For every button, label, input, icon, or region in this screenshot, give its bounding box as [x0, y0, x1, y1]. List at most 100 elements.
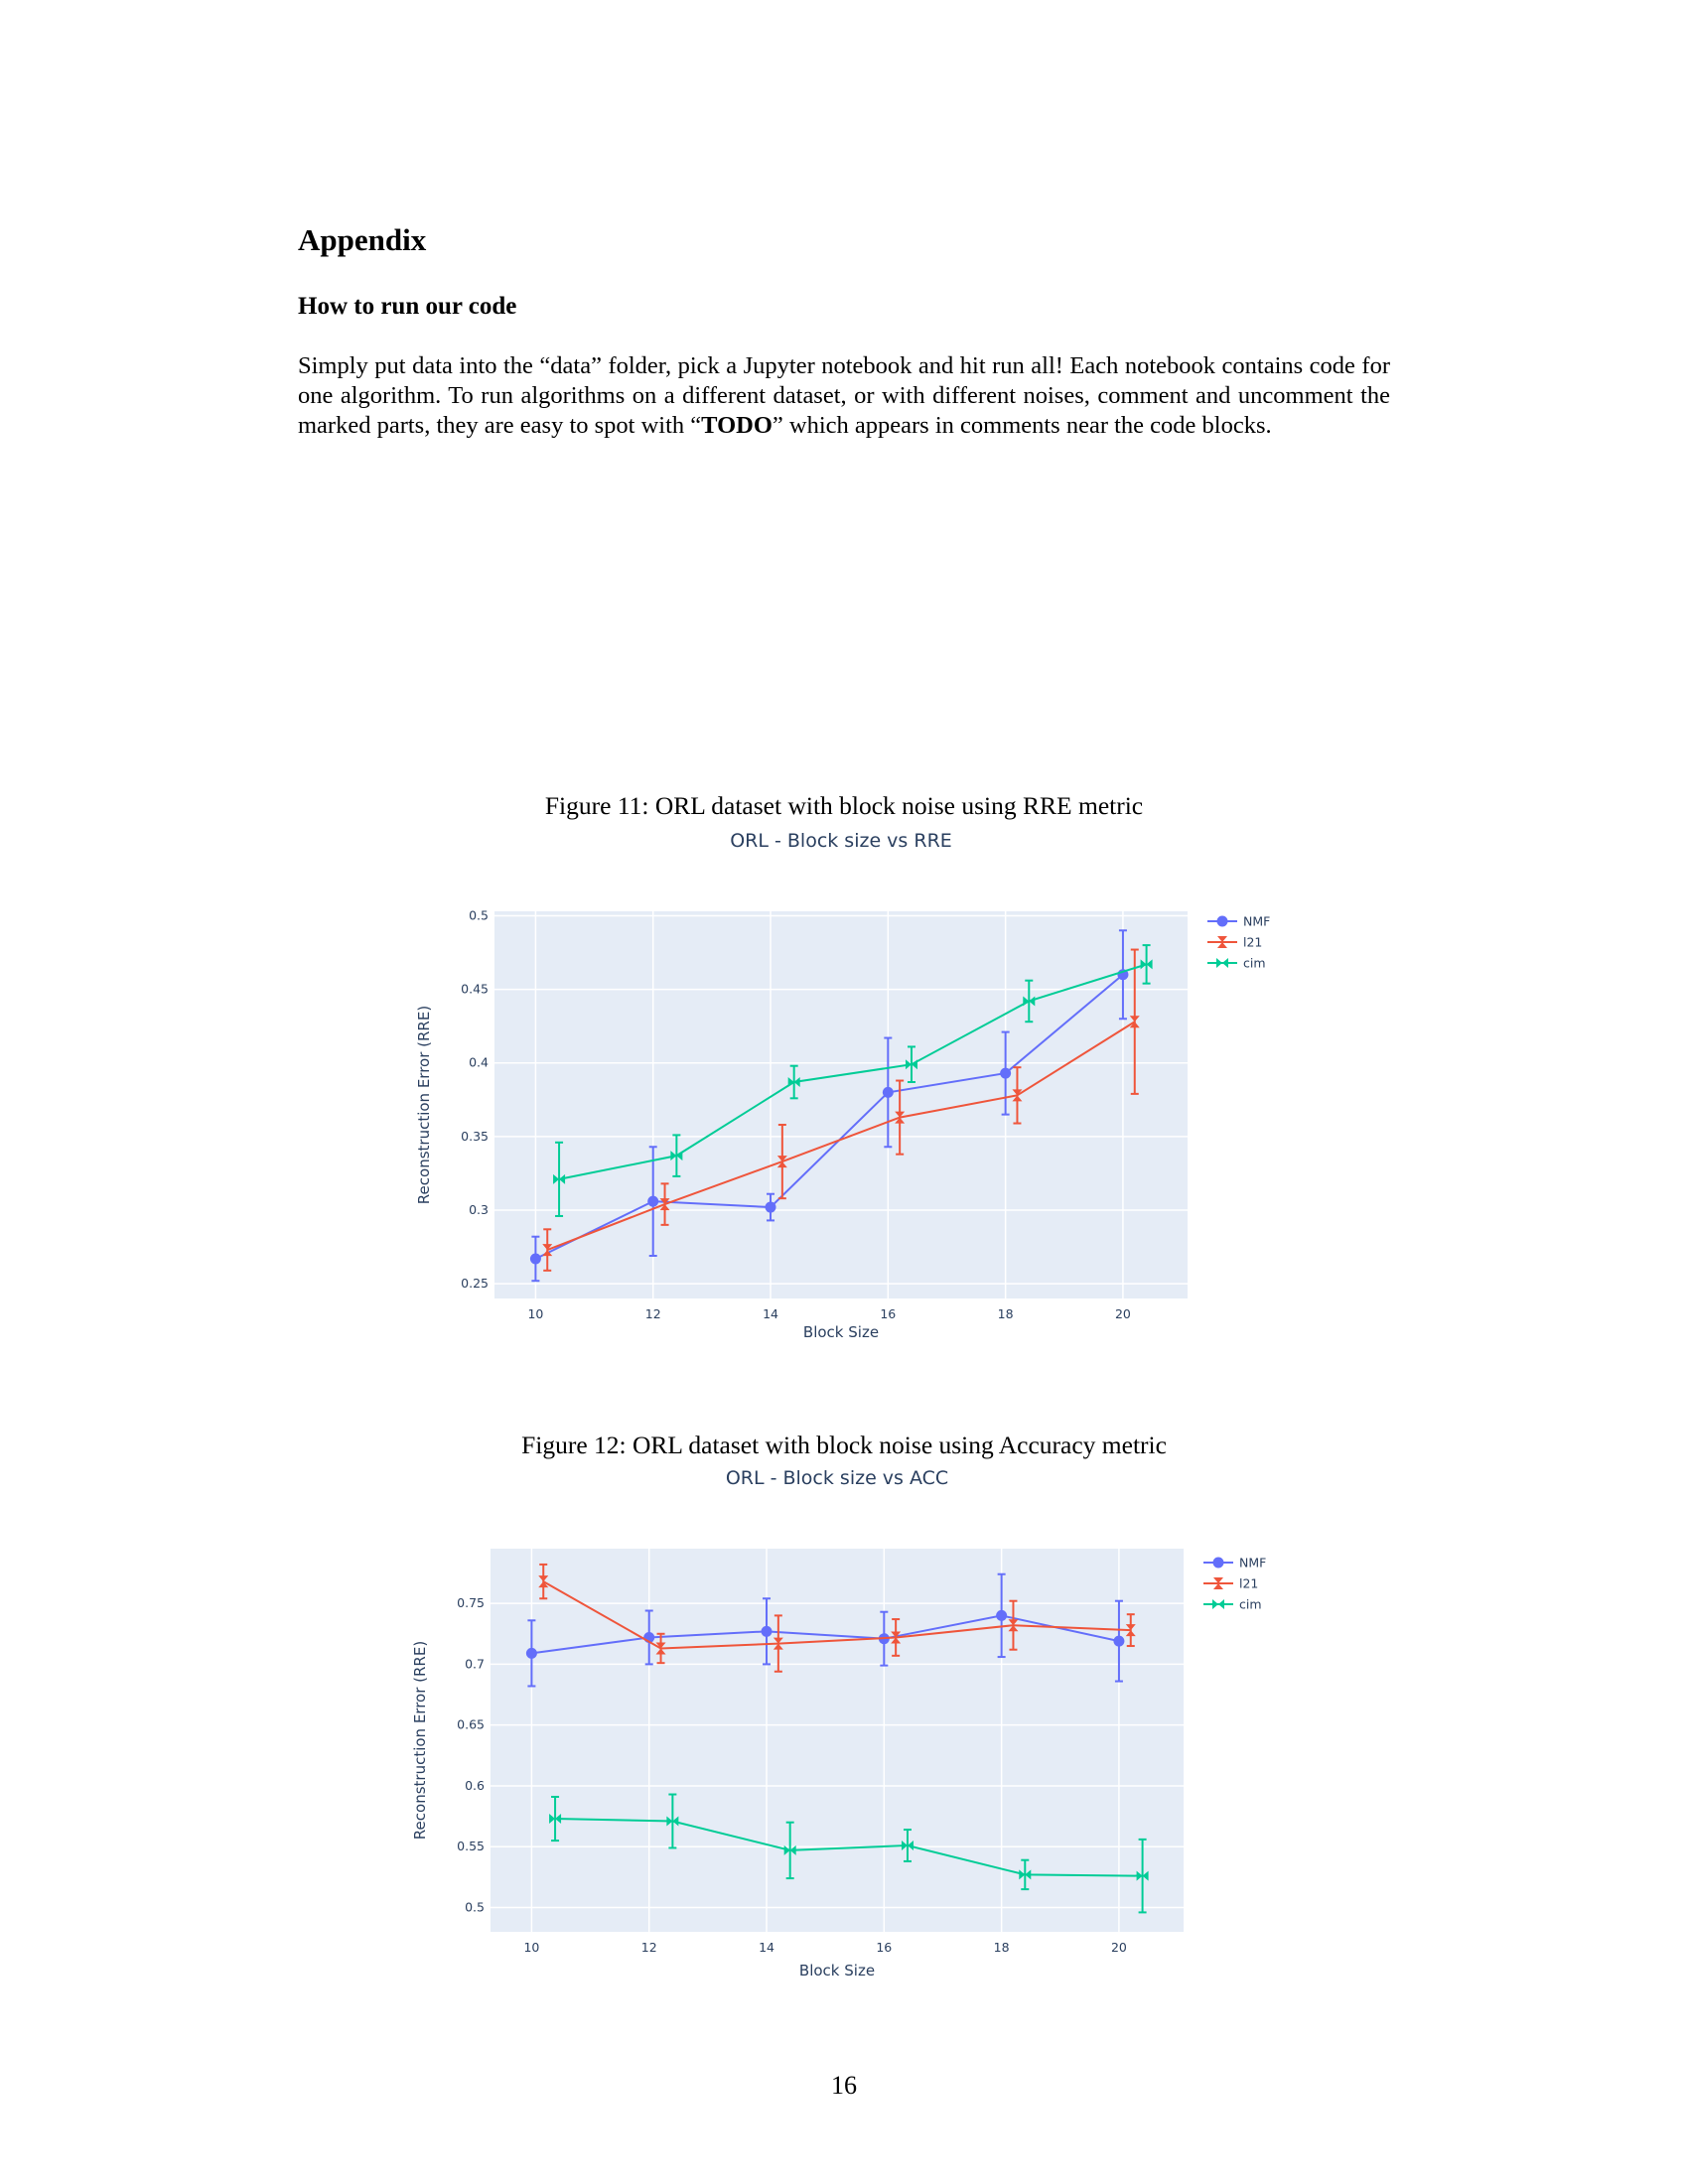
data-point: [538, 1575, 549, 1588]
x-tick-label: 16: [876, 1940, 892, 1955]
y-tick-label: 0.7: [465, 1656, 485, 1671]
accuracy-chart: ORL - Block size vs ACC 0.5 0.55 0.6 0.65 0.7…: [411, 1467, 1266, 1979]
data-point: [1008, 1619, 1019, 1632]
data-point: [553, 1173, 566, 1184]
series-line: [531, 1614, 1120, 1655]
data-point: [901, 1840, 914, 1850]
data-point: [525, 1647, 537, 1659]
data-point: [891, 1631, 902, 1644]
series-line: [534, 973, 1124, 1260]
x-axis-label: Block Size: [803, 1323, 879, 1341]
data-point: [659, 1198, 670, 1211]
legend: NMF l21 cim: [1207, 914, 1270, 971]
data-point: [765, 1201, 776, 1213]
data-point: [647, 1195, 659, 1207]
legend-marker: [1213, 1577, 1223, 1589]
data-point: [783, 1844, 796, 1855]
data-point: [1012, 1089, 1023, 1102]
legend-marker: [1216, 915, 1228, 927]
series-cim: [553, 944, 1153, 1217]
data-point: [655, 1642, 666, 1655]
figure-12-caption: Figure 12: ORL dataset with block noise …: [521, 1431, 1167, 1459]
y-tick-label: 0.75: [457, 1595, 485, 1610]
legend-marker: [1212, 1557, 1224, 1569]
y-tick-label: 0.65: [457, 1717, 485, 1732]
data-point: [666, 1816, 679, 1827]
chart-title: ORL - Block size vs RRE: [730, 830, 952, 852]
paragraph-text-start: Simply put data into the “data” folder, …: [298, 352, 1390, 439]
todo-keyword: TODO: [701, 412, 773, 439]
x-tick-label: 14: [759, 1940, 774, 1955]
data-point: [1019, 1869, 1032, 1880]
x-tick-label: 14: [763, 1306, 778, 1321]
plot-area: [494, 911, 1188, 1298]
series-l21: [542, 948, 1140, 1272]
x-tick-label: 20: [1115, 1306, 1131, 1321]
data-point: [776, 1156, 787, 1168]
data-point: [529, 1253, 541, 1265]
y-tick-label: 0.35: [461, 1129, 489, 1144]
legend-marker: [1217, 936, 1227, 948]
series-line: [555, 1818, 1143, 1877]
data-point: [1136, 1870, 1149, 1881]
x-tick-label: 12: [641, 1940, 657, 1955]
legend-marker: [1216, 958, 1228, 968]
x-tick-label: 12: [645, 1306, 661, 1321]
section-subheading: How to run our code: [298, 293, 517, 320]
data-point: [996, 1609, 1008, 1621]
series-line: [542, 1580, 1131, 1650]
data-point: [882, 1086, 894, 1098]
data-point: [542, 1244, 553, 1257]
y-tick-label: 0.4: [469, 1055, 489, 1070]
series-l21: [538, 1563, 1136, 1673]
x-tick-label: 10: [523, 1940, 539, 1955]
y-axis-label: Reconstruction Error (RRE): [415, 1006, 433, 1204]
data-point: [1125, 1624, 1136, 1637]
x-tick-label: 10: [527, 1306, 543, 1321]
y-axis-label: Reconstruction Error (RRE): [411, 1641, 429, 1840]
data-point: [895, 1111, 906, 1124]
x-tick-label: 20: [1111, 1940, 1127, 1955]
legend-marker: [1212, 1599, 1224, 1609]
legend-label: l21: [1239, 1576, 1258, 1591]
series-line: [546, 1021, 1136, 1251]
data-point: [549, 1814, 562, 1825]
x-tick-label: 18: [998, 1306, 1014, 1321]
data-point: [1000, 1067, 1012, 1079]
plot-area: [491, 1549, 1184, 1932]
appendix-heading: Appendix: [298, 222, 427, 257]
y-tick-label: 0.25: [461, 1276, 489, 1291]
y-tick-label: 0.55: [457, 1839, 485, 1853]
data-point: [1129, 1016, 1140, 1028]
page-number: 16: [831, 2071, 857, 2100]
legend-label: l21: [1243, 935, 1262, 950]
x-tick-label: 16: [880, 1306, 896, 1321]
legend-label: cim: [1243, 956, 1266, 971]
legend-label: NMF: [1243, 914, 1270, 929]
rre-chart: ORL - Block size vs RRE 0.25 0.3 0.35 0.4 0.4…: [415, 830, 1270, 1341]
figure-11-caption: Figure 11: ORL dataset with block noise …: [544, 791, 1144, 820]
data-point: [670, 1151, 683, 1161]
data-point: [1140, 959, 1153, 970]
legend: NMF l21 cim: [1203, 1556, 1266, 1612]
y-tick-label: 0.5: [469, 907, 489, 922]
y-tick-label: 0.6: [465, 1778, 485, 1793]
x-axis-label: Block Size: [799, 1962, 875, 1979]
data-point: [773, 1637, 783, 1650]
y-tick-label: 0.45: [461, 982, 489, 997]
data-point: [761, 1625, 773, 1637]
instructions-paragraph: Simply put data into the “data” folder, …: [298, 351, 1390, 441]
legend-label: cim: [1239, 1597, 1262, 1612]
series-nmf: [529, 929, 1129, 1283]
x-tick-label: 18: [994, 1940, 1010, 1955]
y-tick-label: 0.5: [465, 1899, 485, 1914]
chart-title: ORL - Block size vs ACC: [726, 1467, 948, 1489]
data-point: [1023, 996, 1036, 1007]
legend-label: NMF: [1239, 1556, 1266, 1570]
series-line: [558, 963, 1147, 1180]
data-point: [905, 1059, 917, 1070]
y-tick-label: 0.3: [469, 1202, 489, 1217]
paragraph-text-end: ” which appears in comments near the cod…: [772, 412, 1272, 439]
data-point: [1113, 1635, 1125, 1647]
series-cim: [549, 1793, 1149, 1914]
